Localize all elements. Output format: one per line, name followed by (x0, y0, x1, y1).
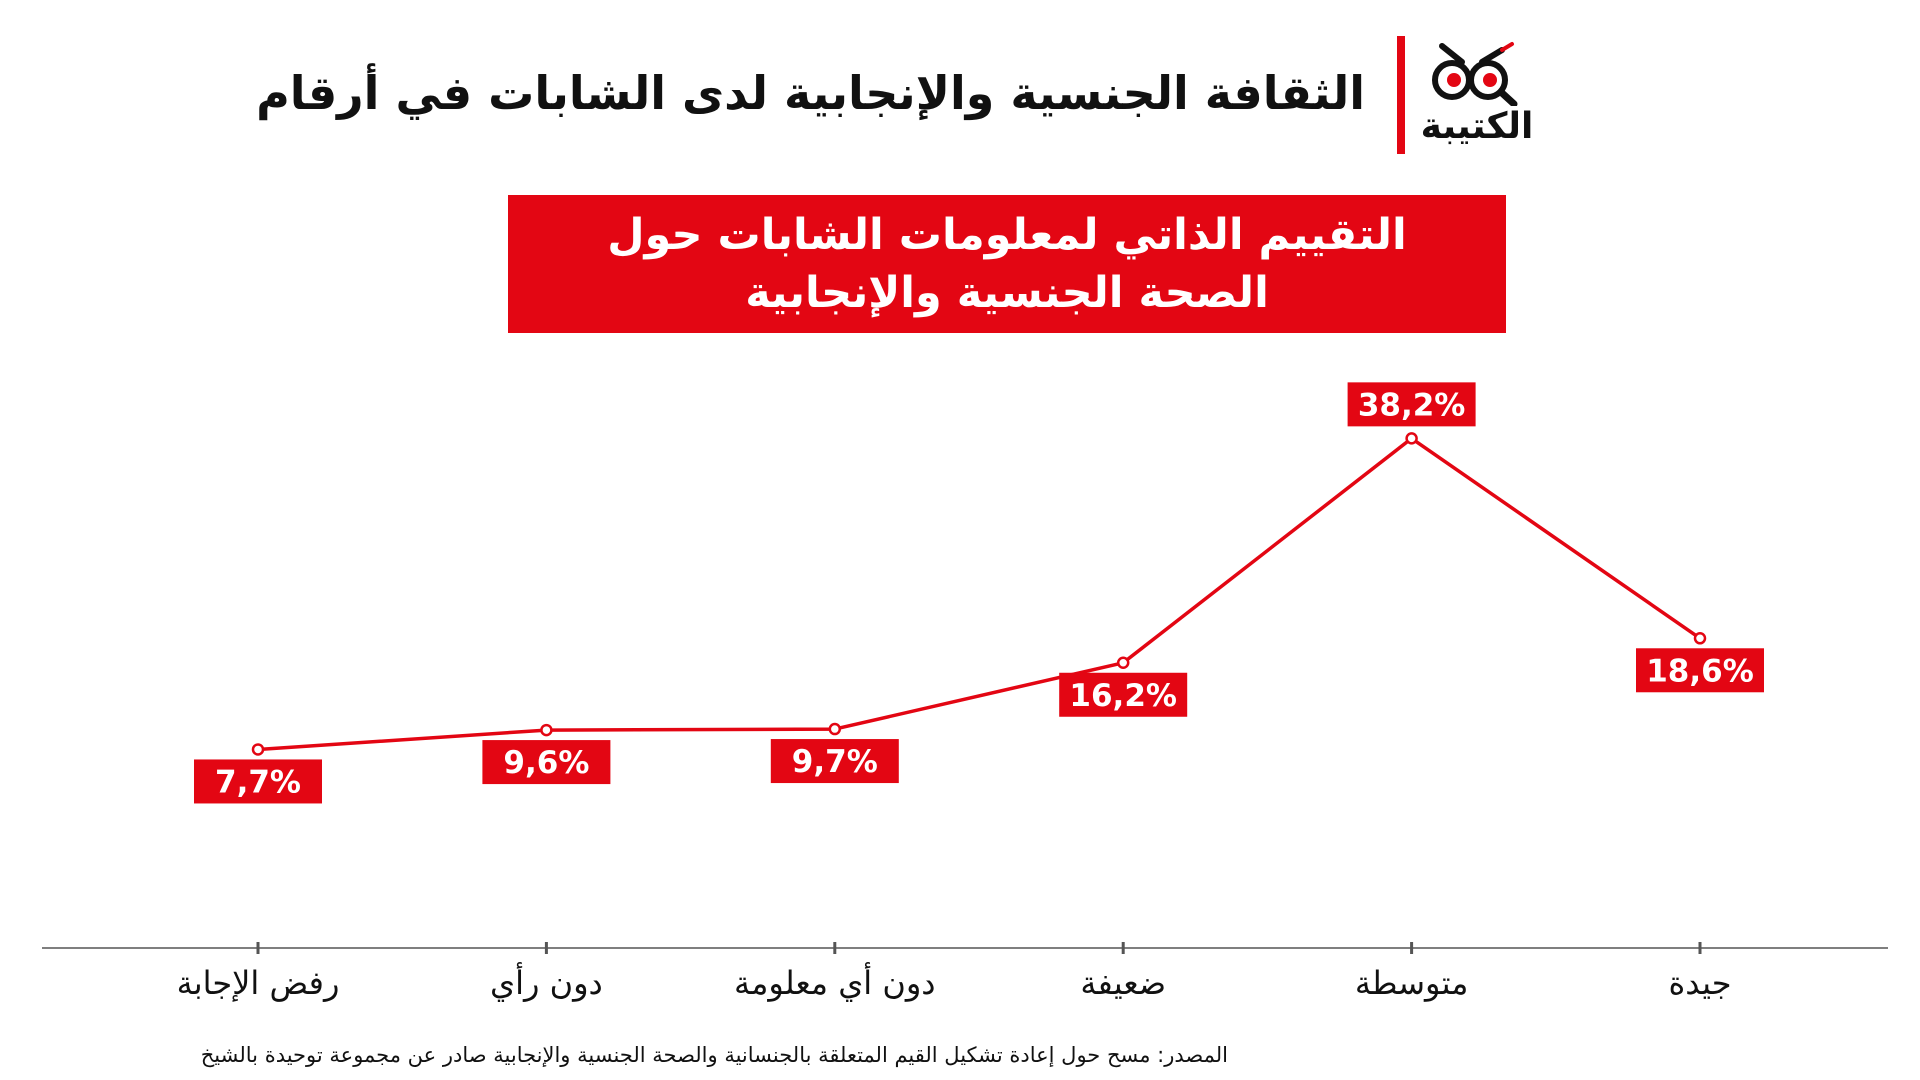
page-header: الثقافة الجنسية والإنجابية لدى الشابات ف… (0, 0, 1920, 160)
x-tick-label: ضعيفة (1080, 964, 1166, 1002)
chart-title-line-1: التقييم الذاتي لمعلومات الشابات حول (607, 210, 1407, 260)
data-label-box (770, 739, 899, 784)
data-label-box (1059, 672, 1188, 717)
data-point (828, 722, 842, 736)
data-label-box (1347, 382, 1476, 427)
x-tick-label: دون رأي (490, 962, 603, 1002)
data-label-box (1636, 648, 1764, 693)
data-label-box (194, 759, 322, 804)
data-point (1405, 432, 1418, 445)
x-tick-label: رفض الإجابة (177, 964, 340, 1002)
data-point (540, 723, 553, 737)
data-label: 9,7% (792, 744, 878, 780)
line-chart: رفض الإجابة دون رأي دون أي معلومة ضعيفة متوس… (42, 382, 1888, 1002)
brand-logo: الكتيبة (1412, 40, 1542, 150)
x-tick-label: دون أي معلومة (734, 962, 935, 1002)
logo-wordmark: الكتيبة (1420, 106, 1534, 147)
data-point (1693, 632, 1707, 645)
chart-title-banner: التقييم الذاتي لمعلومات الشابات حول الصح… (508, 195, 1506, 333)
series-line (257, 436, 1701, 752)
x-tick-label: متوسطة (1355, 964, 1469, 1002)
data-label-box (482, 740, 611, 785)
data-point (1116, 656, 1130, 670)
page-title: الثقافة الجنسية والإنجابية لدى الشابات ف… (256, 66, 1365, 120)
owl-eyes-icon (1432, 42, 1518, 108)
chart-title-line-2: الصحة الجنسية والإنجابية (745, 268, 1269, 318)
data-label: 38,2% (1358, 387, 1466, 423)
data-point (251, 743, 265, 756)
data-label: 9,6% (503, 745, 589, 781)
data-label: 18,6% (1646, 653, 1754, 689)
data-label: 7,7% (215, 764, 301, 800)
x-tick-label: جيدة (1669, 964, 1732, 1002)
source-note: المصدر: مسح حول إعادة تشكيل القيم المتعل… (200, 1043, 1228, 1067)
data-label: 16,2% (1069, 678, 1177, 714)
header-divider (1397, 36, 1405, 154)
